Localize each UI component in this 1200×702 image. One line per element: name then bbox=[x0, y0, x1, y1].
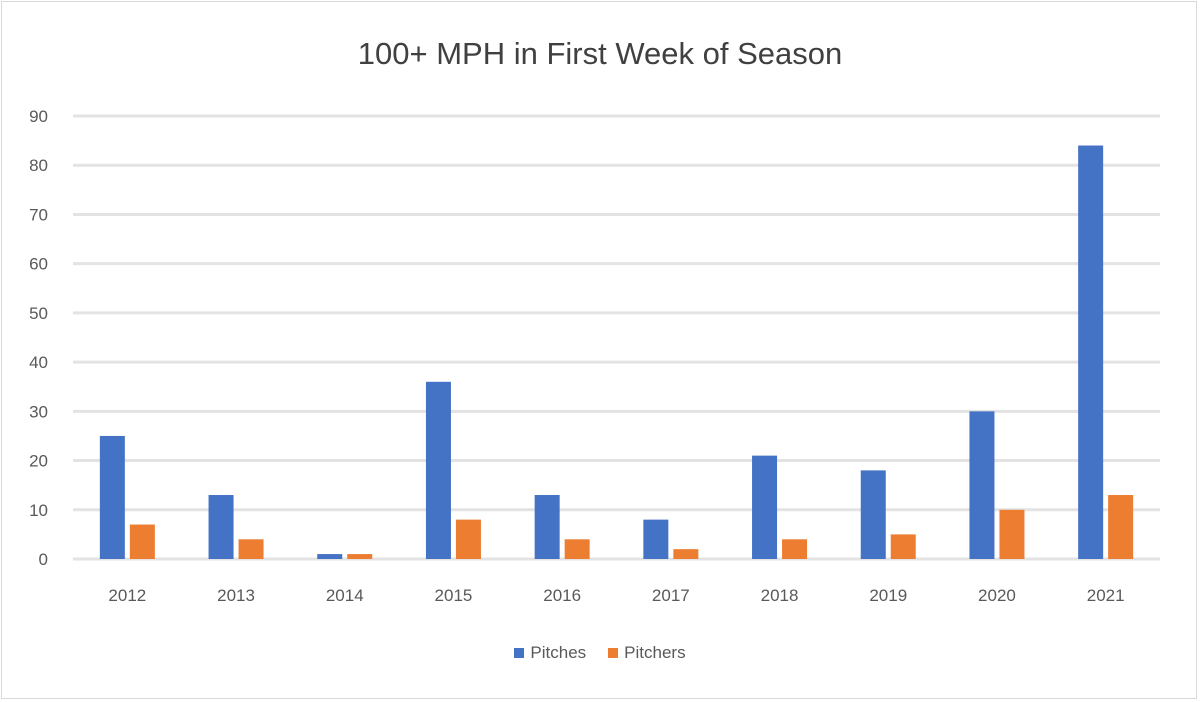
legend-label: Pitches bbox=[530, 643, 587, 662]
bar-pitches-2020 bbox=[969, 411, 995, 559]
y-tick-label: 20 bbox=[29, 452, 48, 471]
x-tick-label: 2017 bbox=[652, 586, 690, 605]
y-tick-label: 90 bbox=[29, 107, 48, 126]
bar-pitches-2021 bbox=[1078, 145, 1104, 560]
y-tick-label: 40 bbox=[29, 353, 48, 372]
x-tick-label: 2018 bbox=[761, 586, 799, 605]
legend-swatch bbox=[608, 648, 619, 658]
bar-pitchers-2021 bbox=[1108, 495, 1134, 559]
bar-pitches-2019 bbox=[860, 470, 886, 559]
bar-pitches-2013 bbox=[208, 495, 234, 559]
legend: Pitches Pitchers bbox=[0, 643, 1200, 663]
y-tick-label: 70 bbox=[29, 205, 48, 224]
bar-pitches-2016 bbox=[534, 495, 560, 559]
bar-pitchers-2012 bbox=[129, 524, 155, 559]
y-tick-label: 50 bbox=[29, 304, 48, 323]
y-tick-label: 30 bbox=[29, 402, 48, 421]
x-tick-label: 2014 bbox=[326, 586, 364, 605]
bar-pitches-2012 bbox=[99, 435, 125, 559]
bar-pitches-2014 bbox=[317, 554, 343, 559]
y-tick-label: 60 bbox=[29, 255, 48, 274]
bar-pitchers-2013 bbox=[238, 539, 264, 559]
legend-swatch bbox=[514, 648, 525, 658]
bar-pitchers-2019 bbox=[890, 534, 916, 559]
x-tick-label: 2016 bbox=[543, 586, 581, 605]
legend-label: Pitchers bbox=[624, 643, 686, 662]
legend-item-pitches: Pitches bbox=[514, 643, 586, 663]
bar-pitchers-2015 bbox=[455, 519, 481, 559]
legend-item-pitchers: Pitchers bbox=[608, 643, 686, 663]
bar-pitchers-2017 bbox=[673, 549, 699, 559]
bar-pitches-2018 bbox=[752, 455, 778, 559]
bar-pitches-2015 bbox=[425, 381, 451, 559]
x-tick-label: 2013 bbox=[217, 586, 255, 605]
x-tick-label: 2019 bbox=[869, 586, 907, 605]
chart-title: 100+ MPH in First Week of Season bbox=[357, 36, 843, 71]
x-tick-label: 2021 bbox=[1087, 586, 1125, 605]
bar-pitches-2017 bbox=[643, 519, 669, 559]
y-tick-label: 80 bbox=[29, 156, 48, 175]
bar-pitchers-2018 bbox=[782, 539, 808, 559]
bar-pitchers-2020 bbox=[999, 509, 1025, 559]
bar-pitchers-2016 bbox=[564, 539, 590, 559]
y-tick-label: 0 bbox=[39, 550, 48, 569]
y-tick-label: 10 bbox=[29, 501, 48, 520]
x-tick-label: 2015 bbox=[435, 586, 473, 605]
x-tick-label: 2012 bbox=[108, 586, 146, 605]
bar-pitchers-2014 bbox=[347, 554, 373, 559]
x-tick-label: 2020 bbox=[978, 586, 1016, 605]
